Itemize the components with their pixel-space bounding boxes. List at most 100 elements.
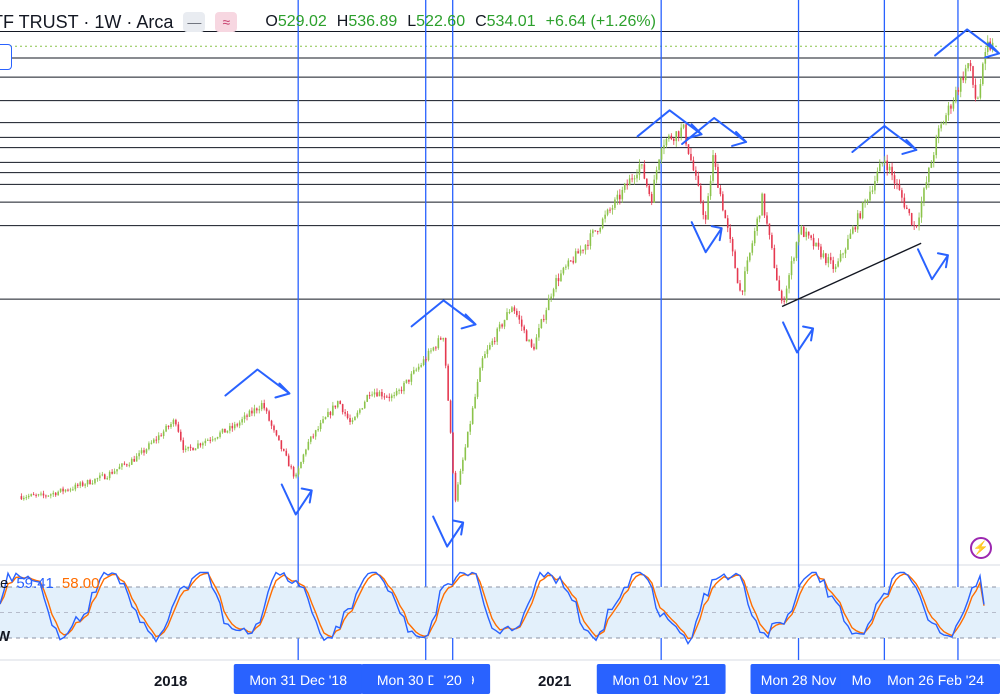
candle-body: [381, 391, 383, 397]
candle-body: [103, 474, 106, 480]
candle-body: [209, 439, 212, 441]
candle-body: [643, 164, 646, 179]
interval-label: W: [0, 628, 11, 645]
candle-body: [692, 160, 695, 171]
candle-body: [619, 194, 621, 200]
candle-body: [832, 260, 835, 270]
candle-body: [27, 495, 30, 498]
candle-body: [126, 464, 128, 466]
candle-body: [538, 328, 540, 338]
candle-body: [449, 400, 452, 433]
candle-body: [410, 373, 413, 382]
candle-body: [287, 455, 290, 467]
minus-pill-icon[interactable]: —: [183, 12, 206, 32]
candle-body: [516, 310, 518, 316]
approx-pill-icon[interactable]: ≈: [215, 12, 238, 32]
candle-body: [665, 139, 668, 146]
candle-body: [550, 296, 552, 299]
candle-body: [923, 188, 925, 202]
candle-body: [263, 403, 265, 409]
candle-body: [955, 90, 957, 102]
candle-body: [596, 231, 599, 233]
candle-body: [982, 63, 984, 85]
candle-body: [525, 330, 528, 342]
candle-body: [454, 472, 457, 501]
candle-body: [45, 495, 47, 497]
candle-body: [690, 153, 692, 161]
candle-body: [842, 253, 844, 255]
candle-body: [726, 218, 729, 228]
candle-body: [859, 213, 861, 219]
symbol-title[interactable]: TF TRUST · 1W · Arca: [0, 11, 174, 32]
candle-body: [898, 184, 901, 191]
candle-body: [486, 349, 489, 355]
candle-body: [285, 450, 288, 456]
candle-body: [283, 449, 285, 451]
candle-body: [177, 424, 180, 432]
candle-body: [64, 489, 67, 492]
candle-body: [579, 249, 582, 254]
candle-body: [133, 458, 135, 462]
candle-body: [184, 448, 187, 450]
candle-body: [118, 466, 121, 470]
candle-body: [638, 164, 641, 175]
candle-body: [106, 478, 109, 480]
candle-body: [435, 347, 437, 349]
candle-body: [675, 131, 678, 142]
marker-date-label: Mon 01 Nov '21: [612, 672, 710, 688]
candle-body: [422, 359, 425, 366]
annotation-arrow: [224, 368, 291, 399]
candle-body: [837, 261, 839, 267]
candle-body: [224, 428, 226, 433]
candle-body: [457, 484, 459, 501]
candle-body: [925, 182, 928, 189]
candle-body: [565, 266, 567, 268]
candle-body: [439, 338, 442, 340]
candle-body: [893, 175, 896, 184]
candle-body: [663, 145, 665, 149]
candle-body: [594, 230, 597, 232]
candle-body: [849, 233, 852, 239]
marker-date-label: Mon 31 Dec '18: [249, 672, 347, 688]
candle-body: [905, 207, 908, 209]
marker-date-box: [433, 664, 472, 694]
candle-body: [584, 244, 587, 251]
candle-body: [817, 242, 820, 247]
candle-body: [62, 488, 64, 492]
candle-body: [947, 105, 950, 116]
side-toolbar-button[interactable]: [0, 44, 12, 70]
candle-body: [278, 435, 280, 441]
candle-body: [484, 354, 486, 359]
candle-body: [329, 411, 332, 416]
candle-body: [699, 185, 702, 203]
candle-body: [238, 422, 241, 426]
candle-body: [562, 267, 565, 274]
candle-body: [908, 208, 911, 214]
candle-body: [756, 218, 758, 232]
candle-body: [47, 495, 50, 497]
candle-body: [844, 249, 847, 254]
candle-body: [891, 166, 893, 176]
candle-body: [653, 179, 655, 203]
candle-body: [398, 389, 400, 391]
candle-body: [918, 217, 920, 226]
candle-body: [258, 409, 261, 411]
candle-body: [778, 280, 781, 291]
candle-body: [793, 258, 795, 262]
candle-body: [511, 307, 513, 313]
candle-body: [430, 350, 432, 352]
candle-body: [248, 410, 251, 417]
candle-body: [260, 403, 263, 410]
candle-body: [219, 432, 221, 437]
candle-body: [211, 439, 214, 441]
candle-body: [20, 496, 23, 500]
stoch-d-value: 58.00: [61, 575, 100, 592]
bolt-icon[interactable]: ⚡: [970, 537, 992, 559]
candle-body: [297, 468, 300, 475]
candle-body: [157, 435, 160, 441]
candle-body: [172, 419, 175, 425]
candle-body: [888, 166, 891, 171]
candle-body: [442, 337, 445, 340]
candle-body: [32, 494, 35, 496]
